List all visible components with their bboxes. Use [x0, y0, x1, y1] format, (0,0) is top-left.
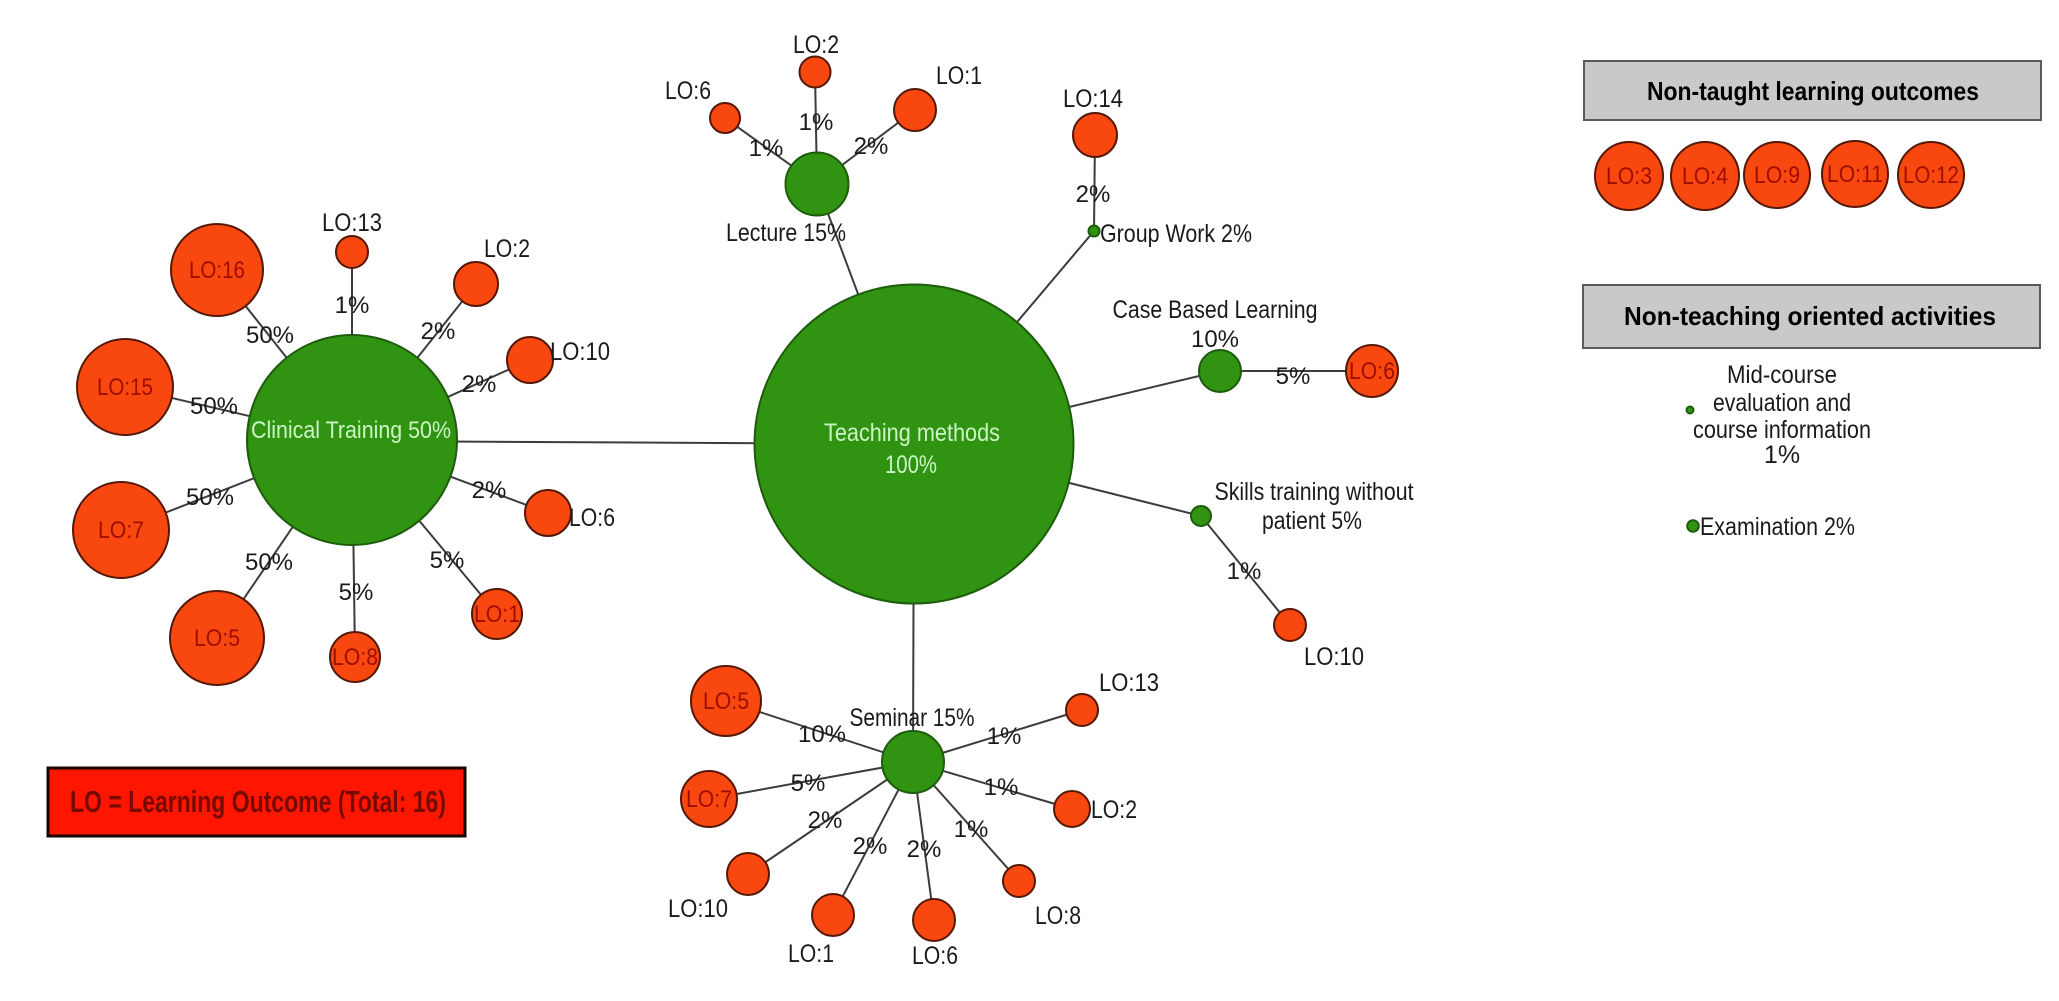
svg-text:2%: 2%	[853, 833, 888, 860]
svg-text:LO:6: LO:6	[665, 77, 711, 105]
svg-text:LO:10: LO:10	[668, 895, 728, 923]
svg-text:LO:4: LO:4	[1682, 163, 1728, 190]
svg-text:LO:1: LO:1	[474, 601, 520, 628]
svg-text:5%: 5%	[791, 770, 826, 797]
svg-text:2%: 2%	[462, 371, 497, 398]
svg-text:1%: 1%	[799, 109, 834, 136]
svg-text:LO:8: LO:8	[1035, 902, 1081, 930]
svg-text:1%: 1%	[984, 774, 1019, 801]
svg-text:LO:15: LO:15	[97, 374, 153, 401]
svg-text:LO:5: LO:5	[703, 688, 749, 715]
svg-text:2%: 2%	[421, 318, 456, 345]
svg-text:Case Based Learning: Case Based Learning	[1113, 296, 1318, 324]
svg-text:Mid-course: Mid-course	[1727, 361, 1837, 389]
svg-text:1%: 1%	[987, 723, 1022, 750]
svg-text:LO:6: LO:6	[1349, 358, 1395, 385]
svg-text:2%: 2%	[808, 807, 843, 834]
svg-text:LO:2: LO:2	[1091, 796, 1137, 824]
svg-text:Non-taught learning outcomes: Non-taught learning outcomes	[1647, 76, 1979, 106]
svg-text:LO:6: LO:6	[569, 504, 615, 532]
svg-text:LO:13: LO:13	[322, 209, 382, 237]
svg-text:10%: 10%	[1191, 326, 1239, 353]
svg-text:LO:2: LO:2	[484, 235, 530, 263]
svg-text:LO:3: LO:3	[1606, 163, 1652, 190]
svg-text:LO:14: LO:14	[1063, 85, 1123, 113]
svg-text:Teaching methods: Teaching methods	[824, 419, 1000, 447]
svg-text:LO:13: LO:13	[1099, 669, 1159, 697]
svg-text:100%: 100%	[885, 451, 937, 479]
svg-text:LO:5: LO:5	[194, 625, 240, 652]
svg-text:50%: 50%	[186, 484, 234, 511]
svg-text:Clinical Training 50%: Clinical Training 50%	[251, 417, 451, 444]
svg-text:LO:10: LO:10	[550, 338, 610, 366]
svg-text:5%: 5%	[430, 547, 465, 574]
svg-text:50%: 50%	[246, 322, 294, 349]
svg-text:LO:7: LO:7	[98, 517, 144, 544]
svg-text:1%: 1%	[1764, 441, 1800, 469]
svg-text:50%: 50%	[245, 549, 293, 576]
svg-text:LO:6: LO:6	[912, 942, 958, 970]
svg-text:Lecture 15%: Lecture 15%	[726, 219, 846, 247]
svg-text:50%: 50%	[190, 393, 238, 420]
svg-text:LO:10: LO:10	[1304, 643, 1364, 671]
svg-text:LO:9: LO:9	[1754, 162, 1800, 189]
svg-text:LO = Learning Outcome (Total:: LO = Learning Outcome (Total: 16)	[70, 784, 446, 819]
svg-text:LO:11: LO:11	[1827, 161, 1883, 188]
svg-text:1%: 1%	[335, 292, 370, 319]
svg-text:LO:7: LO:7	[686, 786, 732, 813]
svg-text:Skills training without: Skills training without	[1215, 478, 1414, 506]
svg-text:evaluation and: evaluation and	[1713, 389, 1851, 417]
svg-text:Seminar 15%: Seminar 15%	[850, 704, 975, 732]
svg-text:1%: 1%	[954, 816, 989, 843]
svg-text:LO:2: LO:2	[793, 31, 839, 59]
svg-text:Group Work 2%: Group Work 2%	[1100, 220, 1252, 248]
svg-text:10%: 10%	[798, 721, 846, 748]
svg-text:5%: 5%	[339, 579, 374, 606]
svg-text:LO:1: LO:1	[936, 62, 982, 90]
svg-text:course information: course information	[1693, 416, 1871, 444]
svg-text:2%: 2%	[472, 477, 507, 504]
svg-text:Non-teaching oriented activiti: Non-teaching oriented activities	[1624, 301, 1996, 331]
svg-text:2%: 2%	[907, 836, 942, 863]
svg-text:LO:12: LO:12	[1903, 162, 1959, 189]
svg-text:5%: 5%	[1276, 363, 1311, 390]
svg-text:Examination 2%: Examination 2%	[1700, 513, 1855, 541]
svg-text:2%: 2%	[1076, 181, 1111, 208]
svg-text:LO:16: LO:16	[189, 257, 245, 284]
svg-text:LO:1: LO:1	[788, 940, 834, 968]
svg-text:patient 5%: patient 5%	[1262, 507, 1362, 535]
svg-text:1%: 1%	[1227, 558, 1262, 585]
svg-text:2%: 2%	[854, 133, 889, 160]
svg-text:1%: 1%	[749, 135, 784, 162]
svg-text:LO:8: LO:8	[332, 644, 378, 671]
